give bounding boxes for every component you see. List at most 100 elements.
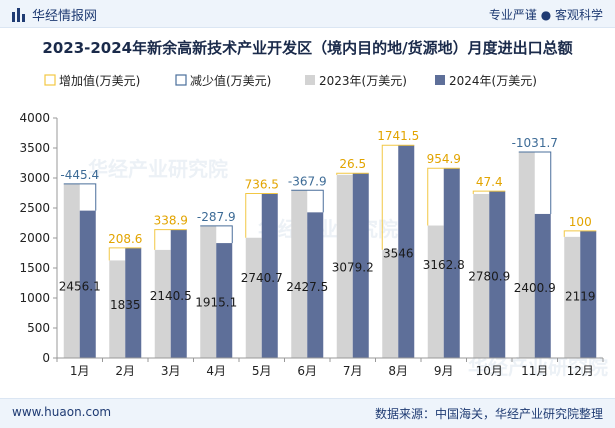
bar-2023 xyxy=(427,225,444,358)
value-label: 3546 xyxy=(383,247,414,261)
bar-2023 xyxy=(245,237,262,358)
value-label: 2140.5 xyxy=(150,289,192,303)
change-label: 954.9 xyxy=(427,152,461,166)
brand[interactable]: 华经情报网 xyxy=(12,5,97,24)
brand-name: 华经情报网 xyxy=(32,9,98,24)
decrease-bracket xyxy=(200,225,233,244)
y-tick-label: 1000 xyxy=(19,291,50,305)
value-label: 2780.9 xyxy=(468,270,510,284)
y-tick-label: 3500 xyxy=(19,141,50,155)
value-label: 1835 xyxy=(110,298,141,312)
watermark-text: 华经产业研究院 xyxy=(468,355,608,379)
legend-swatch xyxy=(175,74,187,86)
y-tick-label: 1500 xyxy=(19,261,50,275)
y-tick-label: 3000 xyxy=(19,171,50,185)
value-label: 2740.7 xyxy=(241,271,283,285)
change-label: 208.6 xyxy=(108,232,142,246)
y-tick-label: 0 xyxy=(42,351,50,365)
x-tick-label: 4月 xyxy=(206,364,226,378)
x-tick-label: 6月 xyxy=(297,364,317,378)
website-link[interactable]: www.huaon.com xyxy=(12,405,112,419)
decrease-bracket xyxy=(63,183,97,211)
change-label: 736.5 xyxy=(245,178,279,192)
x-axis: 1月 2月 3月 4月 5月 6月 7月 8月 9月 10月 11月 12月 xyxy=(56,357,604,378)
x-tick-label: 2月 xyxy=(115,364,135,378)
value-label: 2400.9 xyxy=(514,281,556,295)
y-axis: 0 500 1000 1500 2000 2500 3000 3500 4000 xyxy=(19,111,58,365)
watermark-text: 华经产业研究院 xyxy=(88,157,228,181)
bar-2024 xyxy=(261,193,278,358)
value-label: 3079.2 xyxy=(332,261,374,275)
change-label: 47.4 xyxy=(476,175,503,189)
bar-2023 xyxy=(291,190,308,358)
legend-swatch xyxy=(305,75,315,85)
bar-2024 xyxy=(216,243,233,358)
legend-label: 2024年(万美元) xyxy=(449,74,537,88)
value-label: 2427.5 xyxy=(286,280,328,294)
increase-bracket xyxy=(154,229,187,250)
bar-2024 xyxy=(79,210,96,358)
tagline: 专业严谨 ● 客观科学 xyxy=(488,8,603,22)
x-tick-label: 1月 xyxy=(70,364,90,378)
y-tick-label: 4000 xyxy=(19,111,50,125)
increase-bracket xyxy=(472,190,506,194)
bar-2024 xyxy=(398,145,415,358)
bar-2024 xyxy=(170,229,187,358)
change-label: -445.4 xyxy=(60,168,99,182)
bar-2024 xyxy=(443,168,460,358)
value-label: 2119 xyxy=(565,289,596,303)
x-tick-label: 11月 xyxy=(521,364,548,378)
footer-bar: www.huaon.com 数据来源：中国海关，华经产业研究院整理 xyxy=(0,398,615,428)
bar-2023 xyxy=(473,193,490,358)
increase-bracket xyxy=(563,230,597,237)
change-label: 1741.5 xyxy=(377,129,419,143)
increase-bracket xyxy=(381,144,415,250)
watermark-text: 华经产业研究院 xyxy=(258,217,398,241)
bar-2023 xyxy=(382,249,399,358)
increase-bracket xyxy=(108,247,142,261)
data-source: 数据来源：中国海关，华经产业研究院整理 xyxy=(374,407,603,421)
decrease-bracket xyxy=(518,151,552,214)
change-label: 338.9 xyxy=(154,214,188,228)
chart: 增加值(万美元) 减少值(万美元) 2023年(万美元) 2024年(万美元) 华经产… xyxy=(19,73,608,379)
legend-swatch xyxy=(44,74,56,86)
bar-2024 xyxy=(307,212,324,358)
header-bar: 华经情报网 专业严谨 ● 客观科学 xyxy=(0,0,615,28)
x-tick-label: 12月 xyxy=(567,364,594,378)
x-tick-label: 3月 xyxy=(161,364,181,378)
change-label: 100 xyxy=(569,215,592,229)
x-tick-label: 9月 xyxy=(434,364,454,378)
value-label: 1915.1 xyxy=(195,296,237,310)
chart-title: 2023-2024年新余高新技术产业开发区（境内目的地/货源地）月度进出口总额 xyxy=(42,39,573,57)
legend-label: 增加值(万美元) xyxy=(59,73,140,88)
bar-2024 xyxy=(580,230,597,358)
data-labels: -445.4 2456.1 208.6 1835 338.9 2140.5 -287.9 19… xyxy=(59,129,596,312)
y-tick-label: 2500 xyxy=(19,201,50,215)
bar-2023 xyxy=(564,236,581,358)
legend-swatch xyxy=(435,75,445,85)
chart-legend: 增加值(万美元) 减少值(万美元) 2023年(万美元) 2024年(万美元) xyxy=(44,73,537,88)
bar-2024 xyxy=(125,247,142,358)
decrease-bracket xyxy=(291,189,324,213)
legend-label: 减少值(万美元) xyxy=(190,73,271,88)
x-tick-label: 5月 xyxy=(252,364,272,378)
x-tick-label: 10月 xyxy=(476,364,503,378)
legend-label: 2023年(万美元) xyxy=(319,74,407,88)
value-label: 3162.8 xyxy=(423,258,465,272)
bar-chart-logo-icon xyxy=(12,7,25,22)
increase-bracket xyxy=(427,167,460,226)
change-label: -287.9 xyxy=(197,210,236,224)
x-tick-label: 8月 xyxy=(388,364,408,378)
increase-bracket xyxy=(336,172,369,175)
bar-2023 xyxy=(154,249,171,358)
bar-2023 xyxy=(200,225,217,358)
y-tick-label: 500 xyxy=(27,321,50,335)
change-label: 26.5 xyxy=(339,157,366,171)
y-tick-label: 2000 xyxy=(19,231,50,245)
change-label: -1031.7 xyxy=(512,136,558,150)
bar-2024 xyxy=(352,173,369,358)
title-bar: 2023-2024年新余高新技术产业开发区（境内目的地/货源地）月度进出口总额 xyxy=(0,28,615,66)
x-tick-label: 7月 xyxy=(343,364,363,378)
